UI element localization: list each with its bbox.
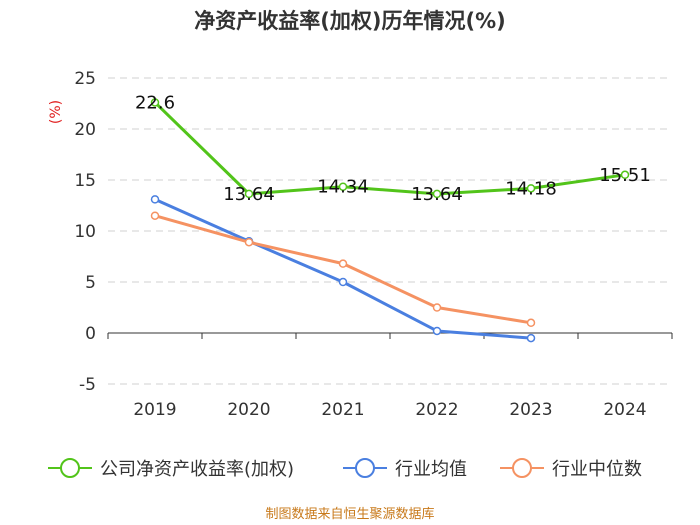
y-tick-label: 15 [74, 171, 96, 191]
data-label: 14.18 [505, 178, 557, 199]
data-point [526, 184, 536, 193]
data-label: 14.34 [317, 177, 369, 198]
data-point [620, 170, 630, 180]
x-tick-label: 2021 [321, 400, 364, 420]
data-point [244, 189, 254, 199]
axes: -5 0 5 10 15 20 25 2019 2020 2021 2022 2023 2024 [74, 69, 673, 420]
legend-marker-icon [355, 458, 375, 478]
data-point [432, 303, 442, 312]
y-tick-label: 10 [74, 222, 96, 242]
source-note: 制图数据来自恒生聚源数据库 [265, 506, 434, 522]
legend-label: 公司净资产收益率(加权) [100, 459, 294, 480]
data-label: 13.64 [411, 184, 463, 205]
y-tick-label: 5 [85, 273, 96, 293]
legend-marker-icon [512, 458, 532, 478]
data-point [150, 195, 160, 204]
x-tick-label: 2022 [415, 400, 458, 420]
data-point [526, 318, 536, 328]
legend[interactable]: 公司净资产收益率(加权) 行业均值 行业中位数 [48, 458, 642, 480]
data-point [432, 189, 442, 199]
x-tick-label: 2019 [133, 400, 176, 420]
x-tick-label: 2023 [509, 400, 552, 420]
y-tick-label: -5 [79, 375, 96, 395]
legend-item[interactable]: 行业中位数 [500, 458, 642, 480]
x-tick-label: 2024 [603, 400, 646, 420]
data-label: 13.64 [223, 184, 275, 205]
data-point [150, 98, 160, 107]
series-line [154, 214, 532, 325]
chart-title: 净资产收益率(加权)历年情况(%) [194, 9, 505, 33]
data-point [338, 259, 348, 268]
legend-label: 行业中位数 [552, 459, 642, 480]
data-point [244, 237, 254, 247]
y-tick-label: 20 [74, 120, 96, 140]
y-axis-unit: (%) [48, 100, 64, 124]
series-line [153, 101, 626, 196]
y-tick-label: 25 [74, 69, 96, 89]
legend-item[interactable]: 行业均值 [343, 458, 467, 480]
series-line [154, 198, 532, 340]
series-group [150, 98, 630, 343]
x-tick-label: 2020 [227, 400, 270, 420]
data-label: 22.6 [135, 92, 175, 113]
data-point [432, 326, 442, 336]
data-point [526, 333, 536, 343]
legend-label: 行业均值 [395, 459, 467, 480]
data-point [338, 277, 348, 287]
data-point [338, 182, 348, 191]
data-label: 15.51 [599, 165, 651, 186]
data-labels: 22.6 13.64 14.34 13.64 14.18 15.51 [135, 92, 651, 204]
y-tick-label: 0 [85, 324, 96, 344]
legend-item[interactable]: 公司净资产收益率(加权) [48, 458, 294, 480]
legend-marker-icon [60, 458, 80, 478]
grid-lines [108, 77, 672, 385]
data-point [150, 211, 160, 220]
